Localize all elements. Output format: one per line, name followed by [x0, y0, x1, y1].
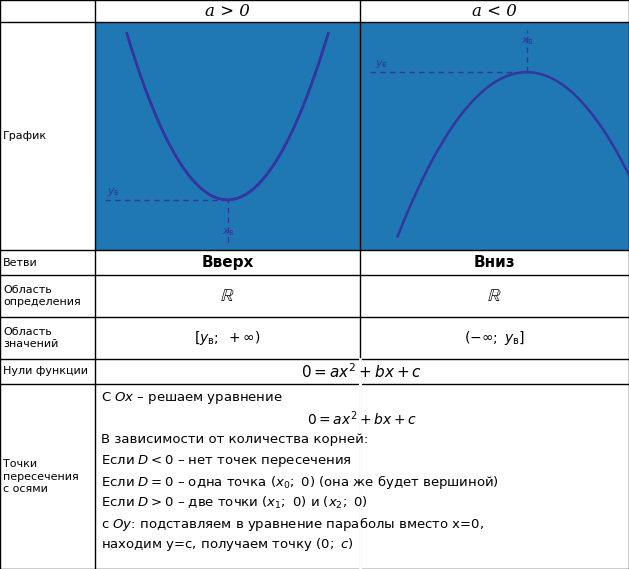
- Text: Ветви: Ветви: [3, 258, 38, 267]
- Text: Область
определения: Область определения: [3, 285, 81, 307]
- Text: a < 0: a < 0: [472, 2, 517, 19]
- Text: $(-\infty;\ y_{\text{в}}]$: $(-\infty;\ y_{\text{в}}]$: [464, 329, 525, 347]
- Bar: [95, 22, 629, 250]
- Text: Если $D{=}0$ – одна точка $(x_0;\ 0)$ (она же будет вершиной): Если $D{=}0$ – одна точка $(x_0;\ 0)$ (о…: [101, 473, 499, 490]
- Text: $\mathbb{R}$: $\mathbb{R}$: [220, 287, 235, 305]
- Text: В зависимости от количества корней:: В зависимости от количества корней:: [101, 433, 368, 446]
- Text: находим y=c, получаем точку $(0;\ c)$: находим y=c, получаем точку $(0;\ c)$: [101, 537, 353, 553]
- Text: С $Ox$ – решаем уравнение: С $Ox$ – решаем уравнение: [101, 390, 282, 406]
- Text: Если $D{<}0$ – нет точек пересечения: Если $D{<}0$ – нет точек пересечения: [101, 453, 352, 469]
- Text: Если $D{>}0$ – две точки $(x_1;\ 0)$ и $(x_2;\ 0)$: Если $D{>}0$ – две точки $(x_1;\ 0)$ и $…: [101, 494, 368, 511]
- Text: Область
значений: Область значений: [3, 327, 58, 349]
- Text: с $Oy$: подставляем в уравнение параболы вместо x=0,: с $Oy$: подставляем в уравнение параболы…: [101, 515, 484, 533]
- Text: Нули функции: Нули функции: [3, 366, 88, 377]
- Text: $y_{\mathrm{в}}$: $y_{\mathrm{в}}$: [107, 186, 120, 198]
- Bar: [360, 22, 629, 250]
- Text: $x_{\mathrm{в}}$: $x_{\mathrm{в}}$: [521, 35, 534, 47]
- Text: $x_{\mathrm{в}}$: $x_{\mathrm{в}}$: [222, 226, 235, 238]
- Text: Вниз: Вниз: [474, 255, 515, 270]
- Text: Вверх: Вверх: [201, 255, 253, 270]
- Text: $y_{\mathrm{в}}$: $y_{\mathrm{в}}$: [375, 58, 388, 70]
- Text: a > 0: a > 0: [205, 2, 250, 19]
- Bar: [95, 22, 360, 250]
- Text: $0 = ax^2 + bx + c$: $0 = ax^2 + bx + c$: [301, 362, 423, 381]
- Text: График: График: [3, 131, 47, 141]
- Text: $[y_{\text{в}};\ +\infty)$: $[y_{\text{в}};\ +\infty)$: [194, 329, 260, 347]
- Text: $\mathbb{R}$: $\mathbb{R}$: [487, 287, 502, 305]
- Text: $0 = ax^2 + bx + c$: $0 = ax^2 + bx + c$: [307, 409, 417, 428]
- Text: Точки
пересечения
с осями: Точки пересечения с осями: [3, 459, 79, 494]
